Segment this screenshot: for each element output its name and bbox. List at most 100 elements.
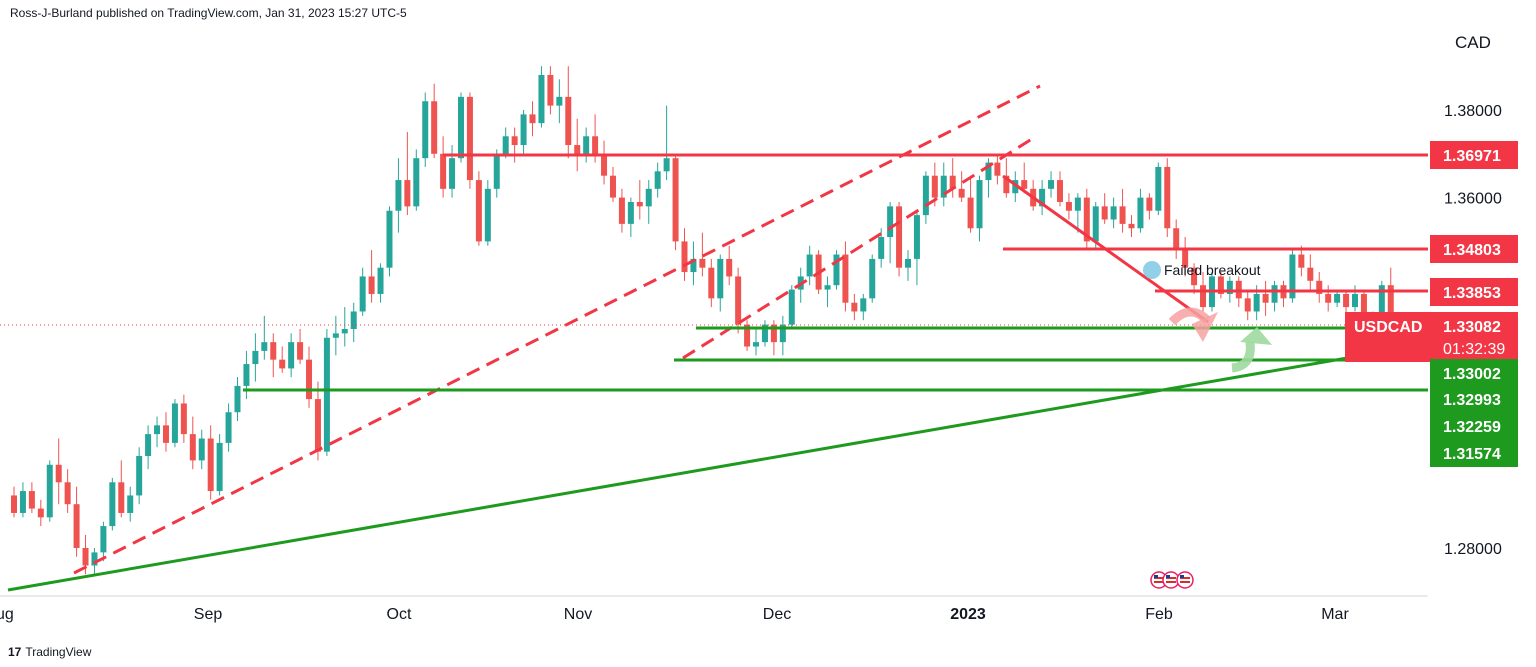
candle-body xyxy=(913,215,920,259)
current-price-box xyxy=(1345,312,1518,362)
candle-body xyxy=(377,267,384,294)
tradingview-brand: TradingView xyxy=(25,645,92,659)
candle-body xyxy=(574,145,581,154)
price-labels: 1.36971 1.34803 1.33853 USDCAD 1.33082 01:32:… xyxy=(1345,141,1518,467)
support-label-4-box xyxy=(1430,439,1518,467)
candle-body xyxy=(368,276,375,294)
resistance-label-2-box xyxy=(1430,235,1518,263)
candle-body xyxy=(1289,254,1296,299)
candle-body xyxy=(869,258,876,299)
candle-body xyxy=(216,442,223,492)
candle-body xyxy=(860,298,867,312)
resistance-label-1-text: 1.36971 xyxy=(1443,148,1501,165)
candle-body xyxy=(1128,223,1135,229)
candle-body xyxy=(458,96,464,159)
candle-body xyxy=(404,180,411,207)
time-axis-label: Oct xyxy=(387,606,412,623)
candle-body xyxy=(824,285,831,290)
candle-body xyxy=(1200,285,1207,308)
candle-body xyxy=(431,101,438,154)
candle-body xyxy=(645,188,652,207)
candle-body xyxy=(225,412,232,443)
time-axis-label: Nov xyxy=(564,606,592,623)
channel-lower-dashed-line xyxy=(73,84,1041,575)
candle-body xyxy=(1343,293,1350,308)
candle-body xyxy=(314,399,321,452)
candle-body xyxy=(967,197,974,229)
candle-body xyxy=(511,136,518,146)
candles-group xyxy=(11,66,1394,575)
time-axis[interactable]: ug Sep Oct Nov Dec 2023 Feb Mar xyxy=(0,606,1349,623)
current-price-symbol: USDCAD xyxy=(1354,319,1422,336)
price-axis[interactable]: CAD 1.38000 1.36000 1.28000 xyxy=(1444,33,1502,558)
candle-body xyxy=(55,464,62,483)
tradingview-logo-icon: 17 xyxy=(8,645,22,659)
candle-body xyxy=(708,267,715,299)
candle-body xyxy=(761,324,768,343)
candle-body xyxy=(11,495,17,513)
candle-body xyxy=(717,258,724,299)
candle-body xyxy=(19,491,26,513)
candle-body xyxy=(46,464,53,518)
candle-body xyxy=(234,385,241,413)
support-label-2-box xyxy=(1430,385,1518,413)
candle-body xyxy=(359,276,366,312)
candle-body xyxy=(1137,197,1144,229)
candle-body xyxy=(1146,197,1153,211)
candle-body xyxy=(422,101,429,159)
candle-body xyxy=(162,425,169,443)
candle-body xyxy=(1182,250,1189,268)
candle-body xyxy=(306,359,313,400)
candle-body xyxy=(207,438,214,492)
support-label-4-text: 1.31574 xyxy=(1443,446,1501,463)
candle-body xyxy=(1244,298,1251,312)
candle-body xyxy=(64,482,71,505)
candle-body xyxy=(395,180,402,211)
candle-body xyxy=(1092,206,1099,242)
candle-body xyxy=(931,175,938,198)
candle-body xyxy=(1083,197,1090,242)
time-axis-label: Dec xyxy=(763,606,791,623)
candle-body xyxy=(1065,201,1072,211)
candle-body xyxy=(609,175,616,198)
candle-body xyxy=(949,175,956,189)
candle-body xyxy=(672,158,679,242)
candle-body xyxy=(520,114,527,146)
candle-body xyxy=(627,201,634,224)
candle-body xyxy=(493,153,500,189)
support-label-1-box xyxy=(1430,359,1518,387)
candle-body xyxy=(1334,293,1341,303)
candle-body xyxy=(565,96,572,146)
candle-body xyxy=(1155,166,1162,211)
time-axis-label: ug xyxy=(0,606,14,623)
time-axis-label: 2023 xyxy=(950,606,986,623)
candle-body xyxy=(1352,293,1358,308)
candle-body xyxy=(1226,280,1233,294)
time-axis-label: Sep xyxy=(194,606,223,623)
candle-body xyxy=(332,333,339,338)
us-flag-stripe xyxy=(1180,577,1190,579)
candle-body xyxy=(547,74,554,106)
candle-body xyxy=(922,175,929,216)
bearish-arrow-head xyxy=(1192,312,1218,342)
us-flag-stripe xyxy=(1154,581,1164,583)
candle-body xyxy=(1101,206,1108,220)
time-axis-label: Mar xyxy=(1321,606,1349,623)
candle-body xyxy=(842,254,849,303)
candle-body xyxy=(475,180,482,242)
candle-body xyxy=(896,206,903,268)
resistance-label-3-box xyxy=(1430,278,1518,306)
candle-body xyxy=(449,158,456,189)
candle-body xyxy=(788,289,795,325)
candle-body xyxy=(592,136,599,154)
candle-body xyxy=(73,504,80,548)
candle-body xyxy=(1021,180,1028,189)
candle-body xyxy=(538,74,545,124)
candle-body xyxy=(1387,285,1394,326)
candle-body xyxy=(726,258,733,277)
bar-countdown: 01:32:39 xyxy=(1443,341,1505,358)
candle-body xyxy=(1360,293,1367,321)
publish-attribution: Ross-J-Burland published on TradingView.… xyxy=(10,6,407,20)
candle-body xyxy=(681,241,688,273)
